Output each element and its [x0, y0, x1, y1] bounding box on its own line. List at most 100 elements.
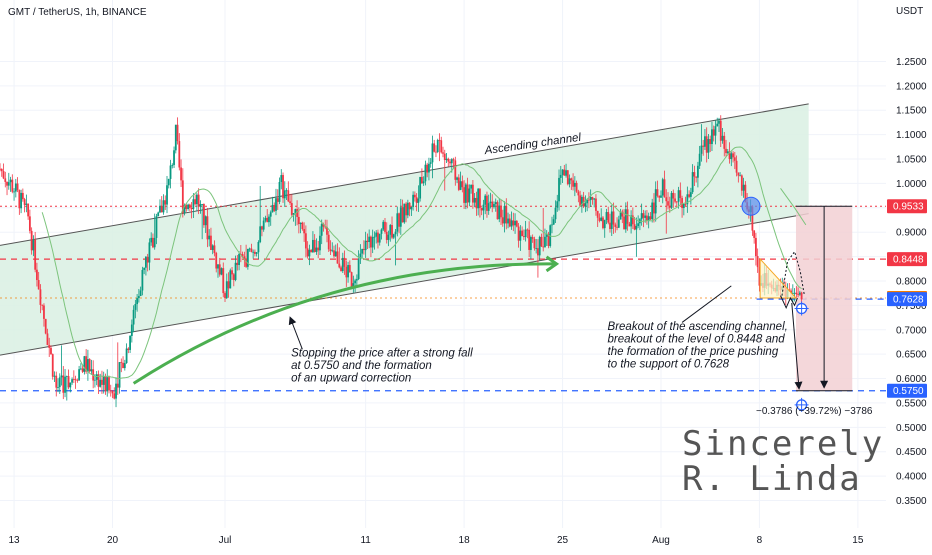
candle-body — [675, 201, 678, 203]
candle-body — [684, 203, 687, 205]
candle-body — [150, 237, 153, 243]
candle-body — [419, 176, 422, 199]
candle-body — [459, 181, 462, 190]
candle-body — [624, 209, 627, 230]
candle-body — [176, 124, 179, 142]
candle-body — [44, 318, 47, 334]
candle-body — [588, 199, 590, 201]
candle-body — [689, 192, 692, 197]
candle-body — [137, 296, 140, 299]
candle-body — [561, 169, 564, 175]
candle-body — [609, 222, 611, 229]
candle-body — [428, 163, 430, 173]
y-tick-label: 1.0500 — [896, 155, 927, 166]
candle-body — [83, 356, 86, 372]
candle-body — [125, 348, 128, 364]
candle-body — [79, 368, 82, 370]
candle-body — [322, 224, 325, 227]
candle-body — [74, 379, 77, 381]
candle-body — [436, 140, 439, 153]
time-axis-bg — [0, 528, 932, 550]
y-tick-label: 1.2000 — [896, 81, 927, 92]
candle-body — [72, 379, 75, 380]
candle-body — [241, 254, 244, 257]
price-tag-label: 0.9533 — [893, 202, 924, 213]
candle-body — [252, 251, 255, 253]
candle-body — [232, 274, 235, 280]
candle-body — [406, 202, 409, 216]
candle-body — [531, 237, 534, 239]
candle-body — [568, 178, 571, 185]
candle-body — [524, 229, 527, 238]
candle-body — [104, 376, 107, 392]
triangle-pattern — [759, 257, 798, 299]
candle-body — [6, 181, 8, 186]
candle-body — [76, 380, 79, 381]
candle-body — [733, 157, 736, 161]
candle-body — [139, 290, 142, 297]
candle-body — [340, 267, 342, 272]
candle-body — [535, 248, 538, 249]
candle-body — [443, 153, 446, 161]
candle-body — [647, 216, 650, 221]
candle-body — [579, 195, 582, 206]
candle-body — [698, 153, 701, 166]
candle-body — [225, 281, 228, 299]
candle-body — [610, 211, 613, 229]
candle-body — [243, 256, 246, 260]
candle-body — [612, 211, 615, 225]
candle-body — [616, 226, 618, 228]
candle-body — [366, 240, 369, 243]
candle-body — [586, 199, 589, 204]
candle-body — [308, 249, 311, 257]
candle-body — [522, 236, 525, 238]
candle-body — [185, 204, 188, 210]
candle-body — [431, 143, 434, 163]
candle-body — [2, 171, 5, 179]
candle-body — [617, 219, 620, 228]
candle-body — [127, 348, 130, 350]
candle-body — [199, 204, 202, 207]
candle-body — [389, 225, 392, 235]
candle-body — [668, 205, 671, 208]
candle-body — [218, 264, 221, 275]
candle-body — [577, 191, 580, 196]
candle-body — [359, 253, 362, 260]
candle-body — [454, 160, 457, 180]
candle-body — [445, 158, 448, 161]
candle-body — [449, 161, 451, 164]
candle-body — [132, 309, 135, 325]
candle-body — [11, 179, 14, 192]
candle-body — [111, 390, 114, 394]
candle-body — [231, 270, 233, 275]
candle-body — [602, 217, 604, 229]
candle-body — [331, 250, 334, 252]
candle-body — [333, 250, 335, 257]
y-tick-label: 0.7000 — [896, 325, 927, 336]
candle-body — [607, 212, 610, 223]
candle-body — [141, 269, 144, 291]
candle-body — [403, 203, 406, 223]
candle-body — [306, 248, 309, 257]
candle-body — [213, 245, 216, 253]
candle-body — [304, 233, 307, 249]
candle-body — [254, 251, 256, 254]
candle-body — [194, 199, 197, 205]
candle-body — [740, 175, 743, 191]
price-tag — [887, 292, 927, 307]
candle-body — [375, 232, 378, 237]
symbol-title: GMT / TetherUS, 1h, BINANCE — [8, 7, 147, 18]
candle-body — [542, 246, 545, 248]
x-tick-label: 11 — [360, 535, 371, 546]
candle-body — [719, 120, 722, 141]
candle-body — [315, 247, 318, 252]
candle-body — [71, 379, 73, 383]
candle-body — [101, 379, 103, 385]
candle-body — [229, 270, 232, 289]
candle-body — [630, 215, 632, 227]
candle-body — [498, 205, 501, 220]
candle-body — [53, 375, 56, 377]
candle-body — [735, 160, 738, 173]
